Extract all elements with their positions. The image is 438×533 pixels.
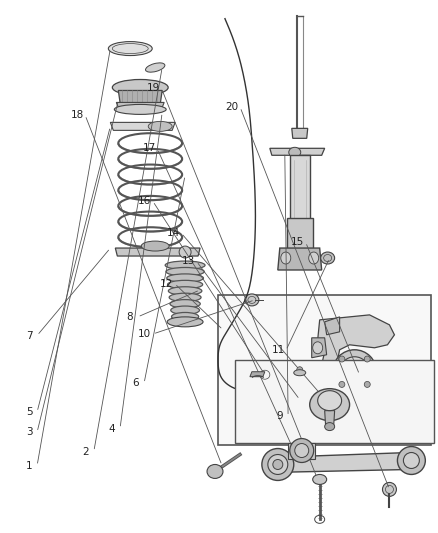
Text: 10: 10 xyxy=(138,329,152,339)
Ellipse shape xyxy=(207,464,223,479)
Ellipse shape xyxy=(257,368,273,382)
Polygon shape xyxy=(288,442,314,459)
Text: 4: 4 xyxy=(109,424,115,434)
Polygon shape xyxy=(312,338,327,358)
Ellipse shape xyxy=(339,356,345,362)
Text: 16: 16 xyxy=(138,196,152,206)
Polygon shape xyxy=(325,410,335,426)
Ellipse shape xyxy=(141,241,169,251)
Text: 7: 7 xyxy=(26,330,32,341)
Polygon shape xyxy=(115,248,200,256)
Ellipse shape xyxy=(112,79,168,95)
Ellipse shape xyxy=(268,455,288,474)
Ellipse shape xyxy=(281,252,291,264)
Polygon shape xyxy=(325,317,339,335)
Ellipse shape xyxy=(339,382,345,387)
Ellipse shape xyxy=(169,293,201,302)
Ellipse shape xyxy=(313,342,323,354)
Ellipse shape xyxy=(172,312,199,321)
Ellipse shape xyxy=(294,370,306,376)
Text: 1: 1 xyxy=(26,461,32,471)
Text: 18: 18 xyxy=(71,110,84,120)
Ellipse shape xyxy=(310,389,350,421)
Ellipse shape xyxy=(364,382,370,387)
Ellipse shape xyxy=(289,147,301,157)
Ellipse shape xyxy=(168,287,202,295)
Polygon shape xyxy=(250,372,265,377)
Ellipse shape xyxy=(170,300,200,308)
Ellipse shape xyxy=(403,453,419,469)
Ellipse shape xyxy=(346,364,363,379)
Ellipse shape xyxy=(165,261,205,269)
Ellipse shape xyxy=(245,294,259,306)
Text: 14: 14 xyxy=(166,228,180,238)
Ellipse shape xyxy=(309,252,319,264)
Ellipse shape xyxy=(290,439,314,463)
Polygon shape xyxy=(290,155,310,220)
Text: 11: 11 xyxy=(271,345,285,356)
Text: 19: 19 xyxy=(147,83,160,93)
Polygon shape xyxy=(314,315,395,408)
Ellipse shape xyxy=(339,357,370,386)
Ellipse shape xyxy=(167,317,203,327)
Ellipse shape xyxy=(148,122,172,131)
Text: 13: 13 xyxy=(182,256,195,266)
Ellipse shape xyxy=(262,449,294,480)
Ellipse shape xyxy=(171,306,199,314)
Ellipse shape xyxy=(332,350,377,394)
Ellipse shape xyxy=(313,474,327,484)
Ellipse shape xyxy=(108,42,152,55)
Ellipse shape xyxy=(273,459,283,470)
Text: 12: 12 xyxy=(160,279,173,288)
Ellipse shape xyxy=(325,423,335,431)
Ellipse shape xyxy=(179,246,191,258)
Ellipse shape xyxy=(364,356,370,362)
Text: 20: 20 xyxy=(226,102,239,112)
Polygon shape xyxy=(292,128,308,139)
Ellipse shape xyxy=(397,447,425,474)
Polygon shape xyxy=(278,248,321,270)
Text: 15: 15 xyxy=(291,237,304,247)
Ellipse shape xyxy=(114,104,166,115)
Text: 6: 6 xyxy=(133,378,139,389)
Ellipse shape xyxy=(145,63,165,72)
Bar xyxy=(218,295,431,445)
Ellipse shape xyxy=(321,252,335,264)
Text: 5: 5 xyxy=(26,407,32,417)
Text: 2: 2 xyxy=(82,447,89,456)
Polygon shape xyxy=(265,453,414,472)
Ellipse shape xyxy=(297,367,303,373)
Text: 17: 17 xyxy=(142,143,156,154)
Polygon shape xyxy=(117,102,164,108)
Ellipse shape xyxy=(168,280,203,289)
Polygon shape xyxy=(270,148,325,155)
Text: 3: 3 xyxy=(26,427,32,438)
Ellipse shape xyxy=(318,391,342,410)
Text: 9: 9 xyxy=(277,411,283,422)
Polygon shape xyxy=(110,123,175,131)
Ellipse shape xyxy=(294,364,306,376)
Text: 8: 8 xyxy=(126,312,133,322)
Bar xyxy=(235,360,434,442)
Ellipse shape xyxy=(166,268,204,276)
Polygon shape xyxy=(287,218,313,255)
Ellipse shape xyxy=(295,443,309,457)
Polygon shape xyxy=(118,91,162,104)
Ellipse shape xyxy=(167,274,203,282)
Ellipse shape xyxy=(382,482,396,496)
